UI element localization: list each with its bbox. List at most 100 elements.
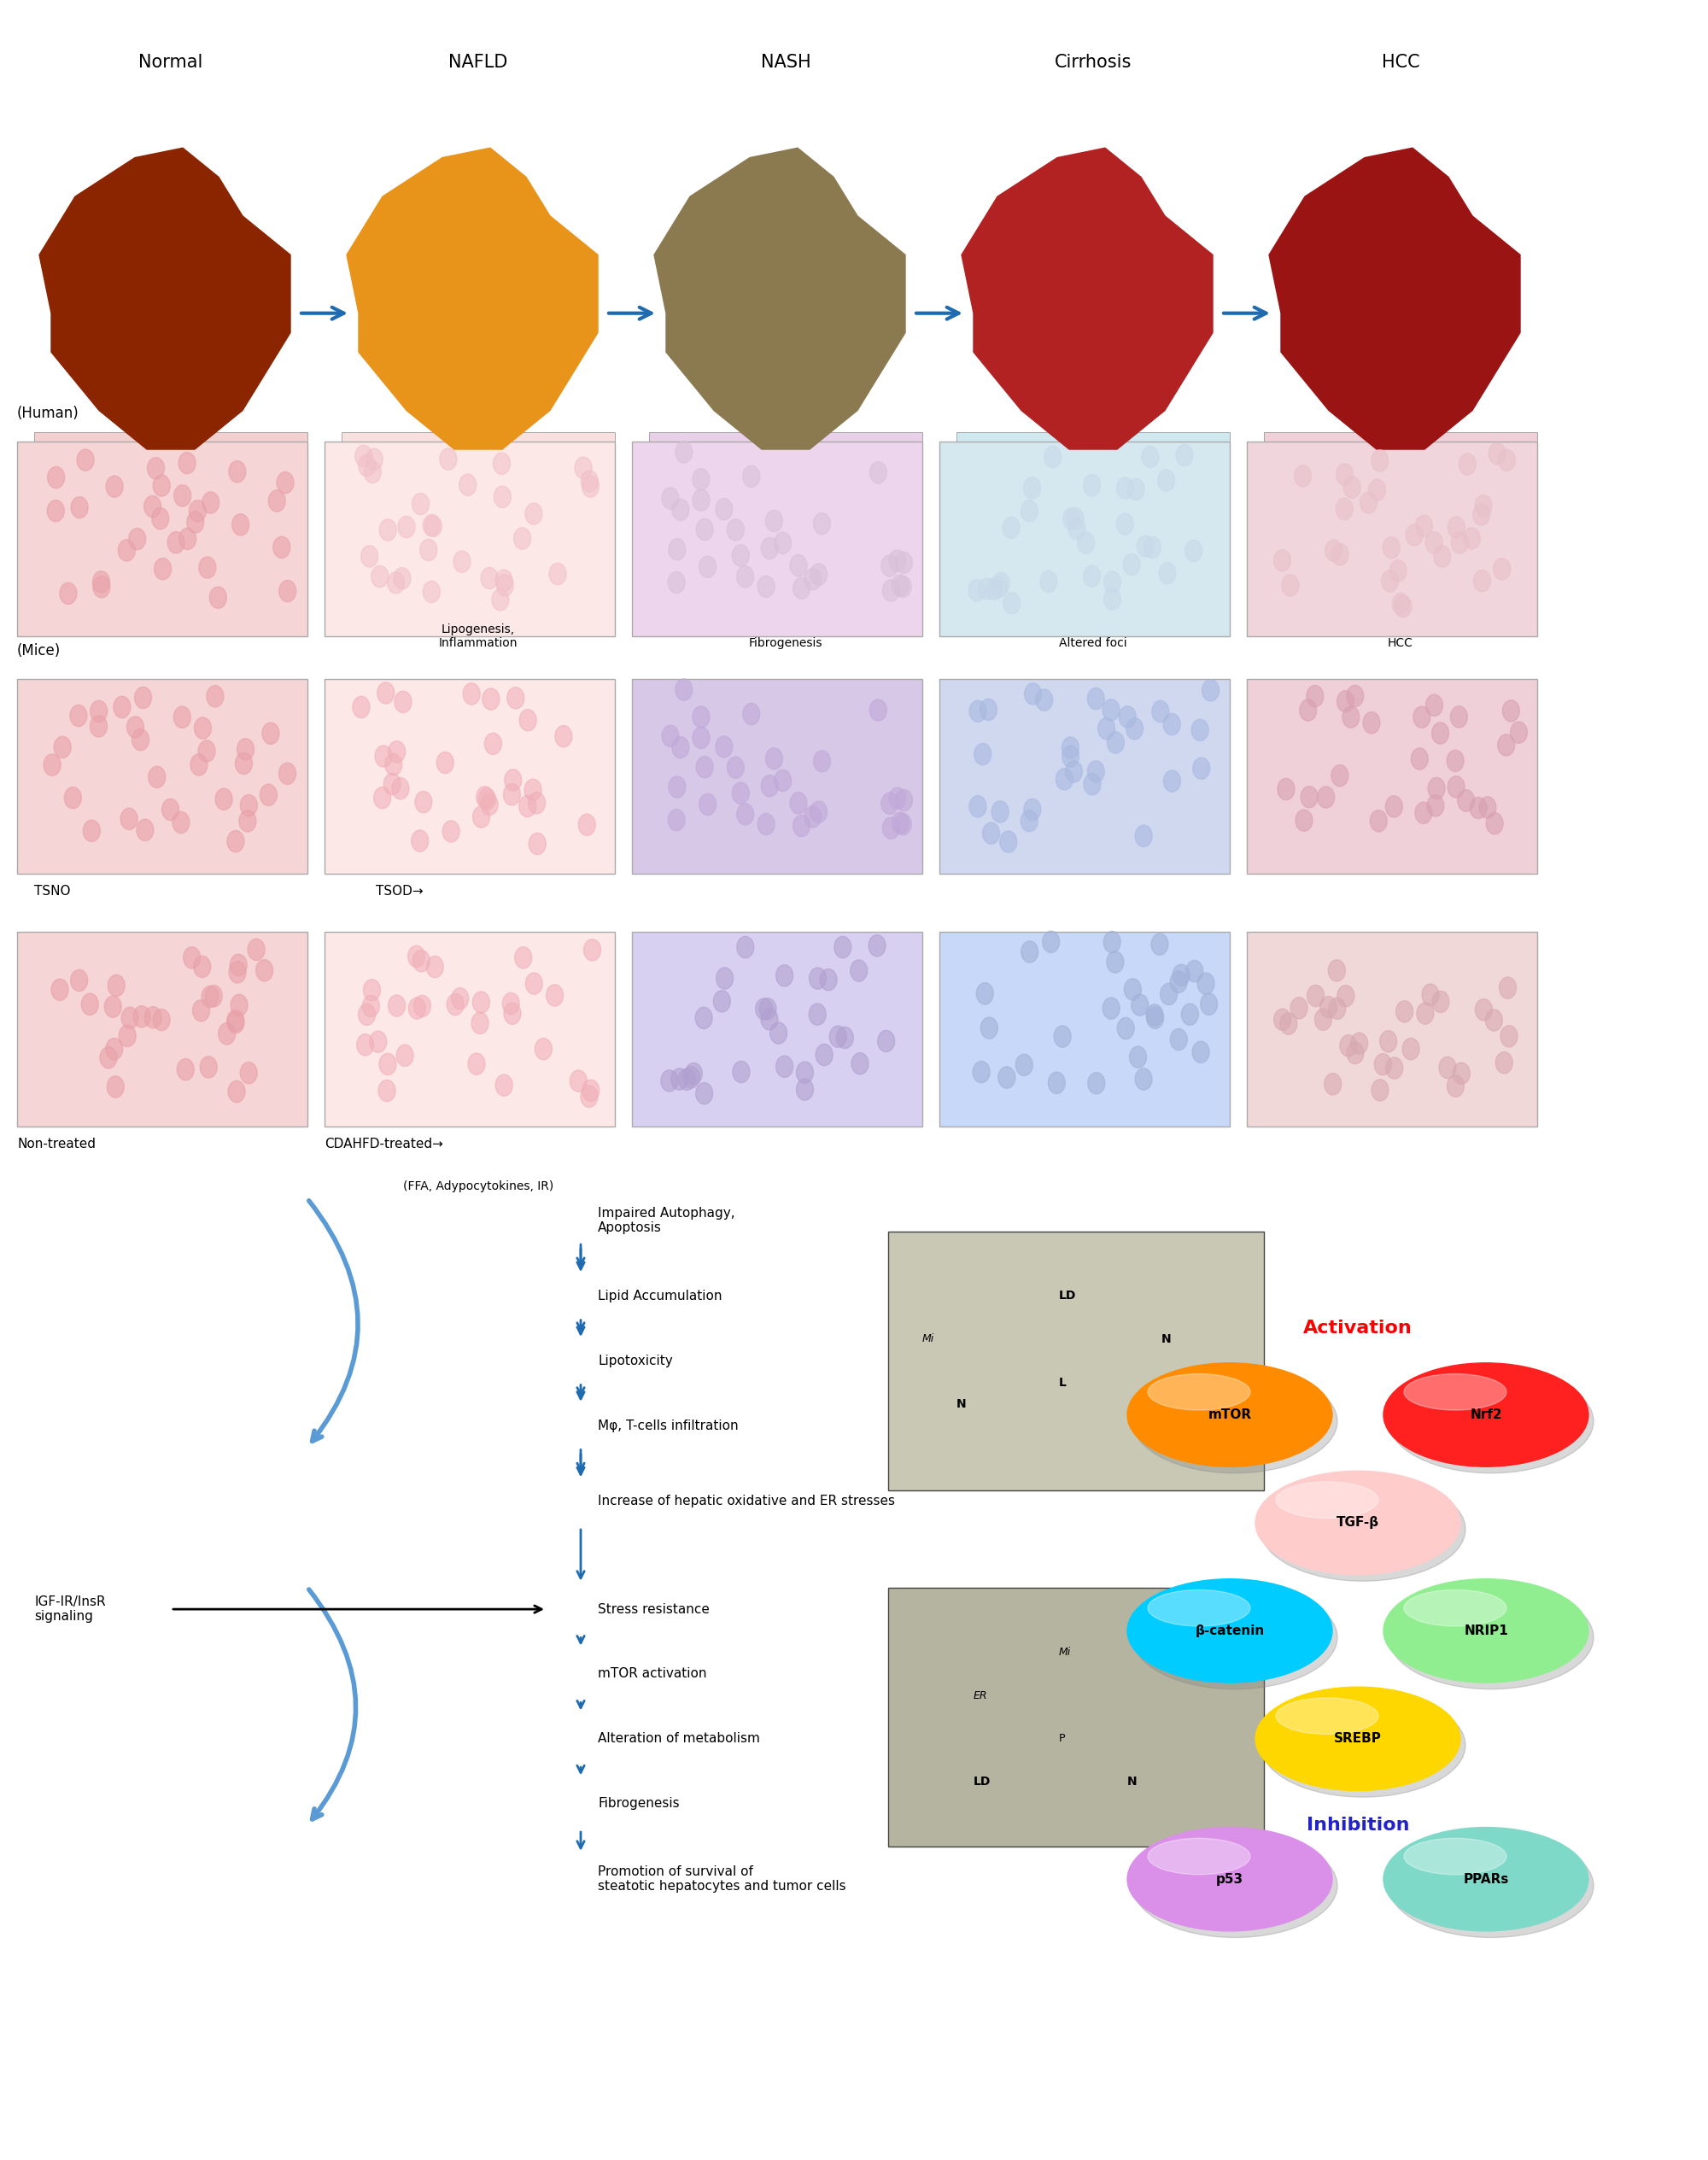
- Circle shape: [453, 551, 470, 572]
- Circle shape: [1394, 596, 1411, 618]
- Circle shape: [1474, 570, 1491, 592]
- Ellipse shape: [1383, 1827, 1588, 1931]
- Circle shape: [362, 996, 379, 1017]
- Circle shape: [205, 985, 222, 1007]
- Circle shape: [765, 747, 782, 769]
- FancyBboxPatch shape: [939, 678, 1230, 873]
- Circle shape: [145, 1007, 162, 1028]
- Text: ER: ER: [974, 1689, 987, 1702]
- Circle shape: [519, 708, 536, 730]
- Circle shape: [895, 551, 912, 572]
- Circle shape: [439, 449, 456, 471]
- Circle shape: [133, 1007, 150, 1028]
- Ellipse shape: [1261, 1693, 1465, 1797]
- Circle shape: [1078, 531, 1095, 553]
- Circle shape: [1054, 1026, 1071, 1048]
- Circle shape: [878, 1030, 895, 1052]
- Circle shape: [1471, 797, 1488, 819]
- Circle shape: [408, 998, 425, 1020]
- Text: β-catenin: β-catenin: [1196, 1624, 1264, 1637]
- Circle shape: [1182, 1004, 1199, 1026]
- Circle shape: [44, 754, 61, 775]
- Ellipse shape: [1255, 1687, 1460, 1791]
- Circle shape: [261, 724, 278, 745]
- Circle shape: [229, 961, 246, 983]
- Circle shape: [1197, 972, 1214, 994]
- Circle shape: [675, 441, 692, 462]
- Circle shape: [1496, 1052, 1513, 1074]
- Circle shape: [229, 1080, 246, 1102]
- Circle shape: [190, 501, 207, 523]
- Circle shape: [162, 799, 179, 821]
- Text: Promotion of survival of
steatotic hepatocytes and tumor cells: Promotion of survival of steatotic hepat…: [598, 1866, 845, 1892]
- Circle shape: [979, 579, 996, 600]
- Circle shape: [154, 1009, 171, 1030]
- Circle shape: [447, 994, 465, 1015]
- Circle shape: [1464, 527, 1481, 549]
- Circle shape: [352, 696, 369, 717]
- FancyBboxPatch shape: [956, 432, 1230, 626]
- Circle shape: [851, 959, 868, 981]
- Circle shape: [685, 1063, 702, 1084]
- Circle shape: [514, 527, 531, 549]
- Circle shape: [241, 1063, 258, 1084]
- Circle shape: [555, 726, 572, 747]
- Circle shape: [1426, 693, 1443, 715]
- Circle shape: [278, 762, 295, 784]
- Circle shape: [1173, 963, 1190, 985]
- Circle shape: [1452, 531, 1469, 553]
- Circle shape: [1192, 719, 1209, 741]
- Circle shape: [1337, 985, 1354, 1007]
- Circle shape: [473, 991, 490, 1013]
- Circle shape: [743, 704, 760, 726]
- Circle shape: [1426, 531, 1443, 553]
- Circle shape: [535, 1039, 552, 1061]
- Circle shape: [179, 451, 196, 473]
- Circle shape: [424, 514, 441, 536]
- FancyBboxPatch shape: [939, 933, 1230, 1128]
- Text: Increase of hepatic oxidative and ER stresses: Increase of hepatic oxidative and ER str…: [598, 1495, 895, 1508]
- FancyBboxPatch shape: [325, 678, 615, 873]
- Circle shape: [236, 752, 253, 773]
- Circle shape: [968, 795, 986, 816]
- Circle shape: [468, 1054, 485, 1076]
- Circle shape: [104, 996, 121, 1017]
- Circle shape: [143, 495, 161, 516]
- Circle shape: [671, 499, 688, 521]
- Circle shape: [1066, 760, 1083, 782]
- Circle shape: [388, 741, 405, 762]
- Circle shape: [1479, 797, 1496, 819]
- Circle shape: [1160, 983, 1177, 1004]
- FancyBboxPatch shape: [1247, 441, 1537, 635]
- Circle shape: [1489, 443, 1506, 464]
- Circle shape: [758, 577, 775, 598]
- Circle shape: [1336, 499, 1353, 521]
- Circle shape: [108, 1076, 125, 1097]
- Circle shape: [1324, 1074, 1341, 1095]
- Ellipse shape: [1261, 1477, 1465, 1581]
- Circle shape: [1163, 771, 1180, 793]
- Circle shape: [789, 555, 806, 577]
- Circle shape: [425, 516, 442, 538]
- Circle shape: [678, 1069, 695, 1091]
- Circle shape: [482, 793, 499, 814]
- Circle shape: [716, 968, 733, 989]
- Circle shape: [396, 1045, 413, 1067]
- Text: Cirrhosis: Cirrhosis: [1054, 54, 1132, 71]
- Circle shape: [227, 1011, 244, 1032]
- Text: Normal: Normal: [138, 54, 203, 71]
- Circle shape: [661, 1069, 678, 1091]
- Ellipse shape: [1404, 1374, 1506, 1410]
- Circle shape: [692, 728, 709, 750]
- Ellipse shape: [1127, 1363, 1332, 1467]
- FancyBboxPatch shape: [888, 1588, 1264, 1847]
- Text: CDAHFD-treated→: CDAHFD-treated→: [325, 1136, 442, 1149]
- Circle shape: [1062, 508, 1079, 529]
- Circle shape: [366, 449, 383, 471]
- Circle shape: [1016, 1054, 1033, 1076]
- Circle shape: [1416, 1002, 1433, 1024]
- Circle shape: [1103, 931, 1120, 953]
- Circle shape: [514, 946, 531, 968]
- Circle shape: [379, 1054, 396, 1076]
- Circle shape: [1450, 706, 1467, 728]
